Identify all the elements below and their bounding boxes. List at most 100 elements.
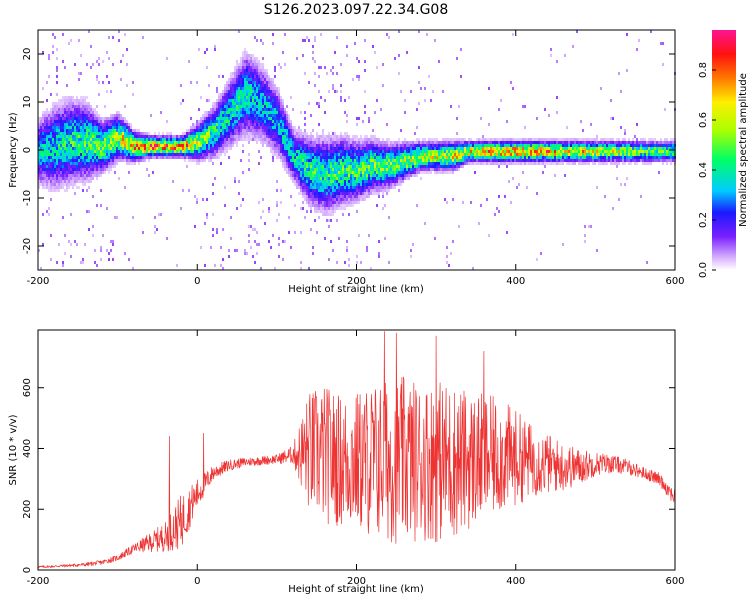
spectrogram-cell: [330, 207, 332, 210]
spectrogram-cell: [294, 231, 296, 234]
spectrogram-cell: [394, 159, 396, 162]
spectrogram-cell: [180, 135, 182, 138]
spectrogram-cell: [514, 156, 516, 159]
spectrogram-cell: [212, 105, 214, 108]
spectrogram-cell: [346, 183, 348, 186]
spectrogram-cell: [154, 144, 156, 147]
spectrogram-cell: [406, 174, 408, 177]
spectrogram-cell: [76, 174, 78, 177]
spectrogram-cell: [480, 141, 482, 144]
spectrogram-cell: [440, 159, 442, 162]
spectrogram-cell: [480, 159, 482, 162]
spectrogram-cell: [106, 117, 108, 120]
spectrogram-cell: [308, 186, 310, 189]
spectrogram-cell: [418, 102, 420, 105]
spectrogram-cell: [90, 120, 92, 123]
spectrogram-cell: [130, 141, 132, 144]
spectrogram-cell: [142, 132, 144, 135]
spectrogram-cell: [86, 135, 88, 138]
spectrogram-cell: [104, 150, 106, 153]
spectrogram-cell: [362, 153, 364, 156]
spectrogram-cell: [124, 141, 126, 144]
spectrogram-cell: [514, 141, 516, 144]
spectrogram-cell: [50, 138, 52, 141]
spectrogram-cell: [450, 165, 452, 168]
spectrogram-cell: [244, 75, 246, 78]
spectrogram-cell: [426, 159, 428, 162]
spectrogram-cell: [58, 150, 60, 153]
spectrogram-cell: [340, 147, 342, 150]
spectrogram-cell: [170, 156, 172, 159]
spectrogram-cell: [228, 105, 230, 108]
spectrogram-cell: [236, 120, 238, 123]
spectrogram-cell: [414, 144, 416, 147]
spectrogram-cell: [74, 138, 76, 141]
spectrogram-cell: [312, 153, 314, 156]
spectrogram-cell: [38, 150, 40, 153]
spectrogram-cell: [82, 180, 84, 183]
spectrogram-cell: [336, 162, 338, 165]
spectrogram-cell: [486, 138, 488, 141]
spectrogram-cell: [246, 117, 248, 120]
spectrogram-cell: [318, 105, 320, 108]
spectrogram-cell: [114, 165, 116, 168]
spectrogram-cell: [274, 75, 276, 78]
spectrogram-cell: [328, 192, 330, 195]
spectrogram-cell: [54, 141, 56, 144]
spectrogram-cell: [106, 90, 108, 93]
spectrogram-cell: [270, 114, 272, 117]
spectrogram-cell: [62, 126, 64, 129]
spectrogram-cell: [200, 96, 202, 99]
spectrogram-cell: [322, 168, 324, 171]
spectrogram-cell: [198, 147, 200, 150]
spectrogram-cell: [72, 171, 74, 174]
spectrogram-cell: [116, 216, 118, 219]
spectrogram-cell: [274, 147, 276, 150]
spectrogram-cell: [92, 153, 94, 156]
spectrogram-cell: [250, 96, 252, 99]
spectrogram-cell: [384, 147, 386, 150]
spectrogram-cell: [234, 93, 236, 96]
spectrogram-cell: [458, 165, 460, 168]
spectrogram-cell: [524, 159, 526, 162]
spectrogram-cell: [386, 159, 388, 162]
spectrogram-cell: [56, 75, 58, 78]
spectrogram-cell: [262, 99, 264, 102]
spectrogram-cell: [230, 81, 232, 84]
spectrogram-cell: [96, 165, 98, 168]
spectrogram-cell: [110, 135, 112, 138]
spectrogram-cell: [122, 156, 124, 159]
spectrogram-cell: [382, 84, 384, 87]
spectrogram-cell: [354, 153, 356, 156]
spectrogram-cell: [264, 93, 266, 96]
spectrogram-cell: [344, 153, 346, 156]
spectrogram-cell: [254, 87, 256, 90]
spectrogram-cell: [192, 150, 194, 153]
spectrogram-cell: [314, 183, 316, 186]
spectrogram-cell: [498, 138, 500, 141]
spectrogram-cell: [320, 33, 322, 36]
spectrogram-cell: [300, 174, 302, 177]
spectrogram-cell: [526, 138, 528, 141]
spectrogram-cell: [154, 231, 156, 234]
spectrogram-cell: [300, 231, 302, 234]
spectrogram-cell: [318, 75, 320, 78]
spectrogram-cell: [270, 78, 272, 81]
spectrogram-cell: [276, 93, 278, 96]
spectrogram-cell: [276, 111, 278, 114]
spectrogram-cell: [342, 141, 344, 144]
spectrogram-cell: [136, 132, 138, 135]
spectrogram-cell: [204, 132, 206, 135]
spectrogram-cell: [288, 138, 290, 141]
spectrogram-cell: [290, 132, 292, 135]
spectrogram-cell: [508, 150, 510, 153]
spectrogram-cell: [72, 156, 74, 159]
spectrogram-cell: [130, 153, 132, 156]
spectrogram-cell: [116, 156, 118, 159]
spectrogram-cell: [332, 198, 334, 201]
spectrogram-cell: [90, 168, 92, 171]
spectrogram-cell: [138, 132, 140, 135]
spectrogram-cell: [134, 132, 136, 135]
spectrogram-cell: [316, 231, 318, 234]
